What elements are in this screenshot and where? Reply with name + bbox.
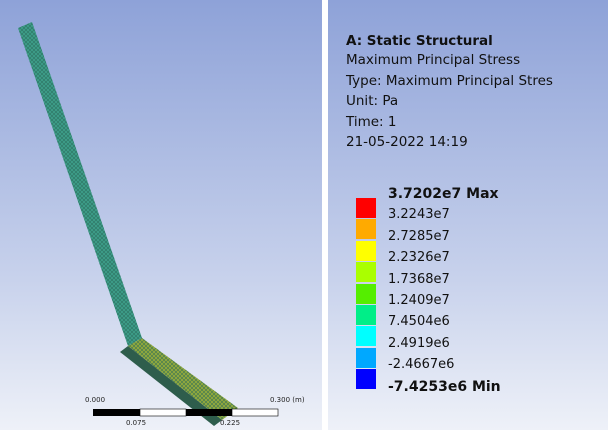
legend-label: 1.2409e7: [388, 293, 450, 308]
legend-swatch: [356, 305, 376, 325]
beam-upper-mesh: [18, 22, 142, 346]
legend-label: 3.7202e7 Max: [388, 186, 499, 202]
scale-label: 0.000: [85, 396, 105, 404]
legend-swatch: [356, 219, 376, 239]
scale-seg: [140, 409, 186, 416]
info-line: Time: 1: [346, 114, 396, 130]
legend-label: 7.4504e6: [388, 314, 450, 329]
legend-swatch: [356, 284, 376, 304]
legend-label: -2.4667e6: [388, 357, 454, 372]
legend-label: 3.2243e7: [388, 207, 450, 222]
scale-label: 0.300 (m): [270, 396, 305, 404]
legend-swatch: [356, 198, 376, 218]
legend-swatch: [356, 348, 376, 368]
info-title: A: Static Structural: [346, 33, 493, 49]
legend-panel: A: Static Structural Maximum Principal S…: [328, 0, 608, 430]
info-line: Unit: Pa: [346, 93, 398, 109]
scale-label: 0.225: [220, 419, 240, 427]
legend-label: -7.4253e6 Min: [388, 379, 501, 395]
legend-swatch: [356, 262, 376, 282]
beam-lower-mesh: [128, 338, 238, 420]
scale-label: 0.075: [126, 419, 146, 427]
viewport: 0.000 0.300 (m) 0.075 0.225: [0, 0, 322, 430]
legend-label: 1.7368e7: [388, 272, 450, 287]
info-line: Maximum Principal Stress: [346, 52, 520, 68]
info-line: Type: Maximum Principal Stres: [346, 73, 553, 89]
scale-seg: [186, 409, 232, 416]
scale-seg: [232, 409, 278, 416]
legend-swatch: [356, 326, 376, 346]
legend-label: 2.7285e7: [388, 229, 450, 244]
legend-label: 2.4919e6: [388, 336, 450, 351]
legend-swatch: [356, 369, 376, 389]
screenshot: 0.000 0.300 (m) 0.075 0.225 A: Static St…: [0, 0, 608, 430]
legend-label: 2.2326e7: [388, 250, 450, 265]
model-view: [0, 0, 322, 430]
scale-seg: [93, 409, 140, 416]
legend-swatch: [356, 241, 376, 261]
info-line: 21-05-2022 14:19: [346, 134, 468, 150]
